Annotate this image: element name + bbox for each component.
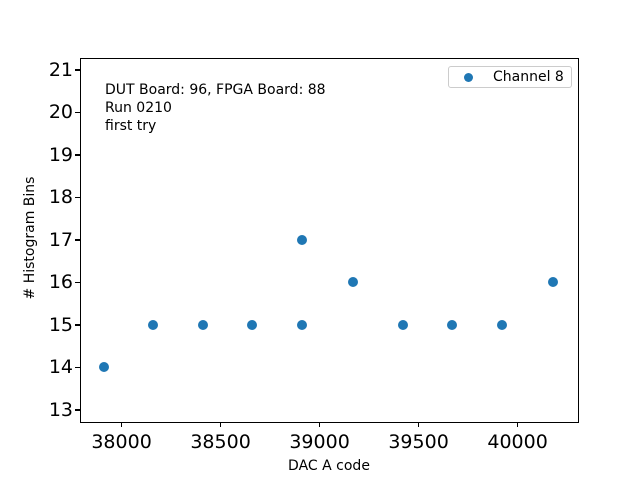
legend: Channel 8 [448, 66, 572, 88]
y-tick-label: 21 [48, 58, 73, 81]
y-tick-mark [75, 324, 80, 326]
annotation-line: first try [105, 118, 157, 134]
x-tick-mark [417, 422, 420, 427]
y-tick-label: 15 [48, 313, 73, 336]
y-tick-label: 20 [48, 101, 73, 124]
y-tick-mark [75, 281, 80, 284]
y-tick-label: 16 [48, 271, 73, 294]
y-axis-label: # Histogram Bins [22, 176, 38, 300]
data-point [296, 234, 307, 245]
data-point [397, 319, 408, 330]
annotation-line: DUT Board: 96, FPGA Board: 88 [105, 82, 326, 98]
x-tick-label: 40000 [487, 431, 548, 453]
x-axis-label: DAC A code [288, 458, 370, 474]
x-tick-label: 38500 [190, 431, 251, 453]
y-tick-mark [75, 409, 80, 411]
y-tick-label: 19 [48, 143, 73, 166]
y-tick-label: 14 [48, 356, 73, 379]
data-point [548, 277, 559, 288]
annotation-line: Run 0210 [105, 100, 172, 116]
x-tick-mark [318, 422, 321, 427]
y-tick-mark [75, 196, 80, 199]
plot-area [80, 58, 579, 423]
annotation: DUT Board: 96, FPGA Board: 88 Run 0210 fir… [105, 81, 326, 135]
x-tick-mark [120, 422, 123, 427]
data-point [247, 319, 258, 330]
y-tick-mark [75, 366, 80, 369]
legend-label: Channel 8 [493, 69, 564, 85]
y-tick-label: 18 [48, 186, 73, 209]
data-point [496, 319, 507, 330]
data-point [148, 319, 159, 330]
x-tick-label: 39500 [388, 431, 449, 453]
y-tick-mark [75, 69, 80, 71]
y-tick-mark [75, 239, 80, 241]
data-point [98, 362, 109, 373]
data-point [197, 319, 208, 330]
x-tick-label: 38000 [91, 431, 152, 453]
y-tick-label: 17 [48, 228, 73, 251]
y-tick-mark [75, 111, 80, 114]
x-tick-label: 39000 [289, 431, 350, 453]
x-tick-mark [516, 422, 519, 427]
legend-marker-icon [464, 72, 473, 82]
x-tick-mark [219, 422, 222, 427]
data-point [447, 319, 458, 330]
data-point [296, 319, 307, 330]
y-tick-mark [75, 154, 80, 156]
y-tick-label: 13 [48, 398, 73, 421]
data-point [348, 277, 359, 288]
